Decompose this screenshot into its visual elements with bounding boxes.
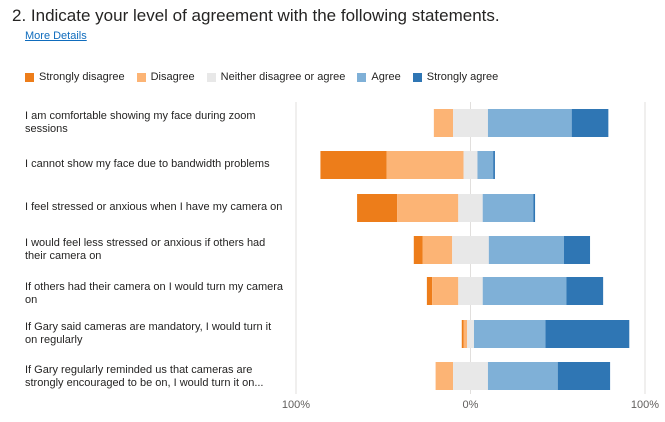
legend-label-agree: Agree: [371, 71, 401, 83]
bar-segment-neutral[interactable]: [458, 277, 483, 305]
chart-x-axis: 100% 0% 100%: [282, 399, 659, 411]
legend-swatch-neutral: [206, 72, 216, 82]
bar-segment-strongly-agree[interactable]: [571, 109, 609, 137]
legend-label-strongly-disagree: Strongly disagree: [39, 71, 125, 83]
bar-segment-agree[interactable]: [487, 362, 558, 390]
legend-swatch-strongly-agree: [412, 72, 422, 82]
bar-segment-neutral[interactable]: [458, 194, 483, 222]
bar-segment-neutral[interactable]: [463, 151, 478, 179]
bar-segment-strongly-disagree[interactable]: [426, 277, 433, 305]
bar-segment-strongly-agree[interactable]: [533, 194, 536, 222]
bar-segment-strongly-agree[interactable]: [557, 362, 611, 390]
chart-bars: [320, 109, 630, 390]
legend-item-strongly-agree[interactable]: Strongly agree: [412, 71, 499, 83]
bar-segment-agree[interactable]: [477, 151, 494, 179]
bar-segment-strongly-agree[interactable]: [563, 236, 591, 264]
bar-segment-disagree[interactable]: [463, 320, 468, 348]
bar-segment-strongly-disagree[interactable]: [320, 151, 387, 179]
bar-segment-agree[interactable]: [487, 109, 572, 137]
row-label-less-stressed: I would feel less stressed or anxious if…: [25, 237, 266, 262]
bar-segment-neutral[interactable]: [452, 236, 489, 264]
x-tick-label: 0%: [463, 399, 479, 411]
question-title: 2. Indicate your level of agreement with…: [12, 6, 500, 25]
bar-segment-strongly-agree[interactable]: [566, 277, 604, 305]
legend-item-neutral[interactable]: Neither disagree or agree: [206, 71, 346, 83]
bar-segment-disagree[interactable]: [422, 236, 453, 264]
legend-item-strongly-disagree[interactable]: Strongly disagree: [25, 71, 125, 83]
bar-segment-disagree[interactable]: [435, 362, 454, 390]
row-label-mandatory: If Gary said cameras are mandatory, I wo…: [25, 321, 272, 346]
row-label-bandwidth: I cannot show my face due to bandwidth p…: [25, 158, 270, 170]
legend-label-strongly-agree: Strongly agree: [426, 71, 499, 83]
legend-label-neutral: Neither disagree or agree: [220, 71, 346, 83]
bar-segment-disagree[interactable]: [386, 151, 464, 179]
row-label-turn-on-if-others: If others had their camera on I would tu…: [25, 281, 283, 306]
x-tick-label: 100%: [282, 399, 310, 411]
legend-swatch-strongly-disagree: [25, 72, 34, 82]
bar-segment-disagree[interactable]: [432, 277, 459, 305]
legend-item-disagree[interactable]: Disagree: [136, 71, 195, 83]
row-label-comfortable: I am comfortable showing my face during …: [25, 110, 256, 135]
bar-segment-neutral[interactable]: [453, 362, 488, 390]
bar-segment-strongly-agree[interactable]: [493, 151, 495, 179]
bar-segment-neutral[interactable]: [467, 320, 474, 348]
row-label-encouraged: If Gary regularly reminded us that camer…: [25, 364, 264, 389]
legend-item-agree[interactable]: Agree: [357, 71, 401, 83]
bar-segment-agree[interactable]: [482, 277, 567, 305]
bar-segment-agree[interactable]: [482, 194, 534, 222]
bar-segment-strongly-disagree[interactable]: [357, 194, 398, 222]
more-details-link[interactable]: More Details: [25, 30, 87, 42]
legend-swatch-disagree: [136, 72, 146, 82]
bar-segment-strongly-disagree[interactable]: [413, 236, 423, 264]
bar-segment-strongly-disagree[interactable]: [461, 320, 464, 348]
x-tick-label: 100%: [631, 399, 659, 411]
row-label-stressed: I feel stressed or anxious when I have m…: [25, 201, 283, 213]
bar-segment-disagree[interactable]: [433, 109, 454, 137]
bar-segment-agree[interactable]: [488, 236, 564, 264]
bar-segment-strongly-agree[interactable]: [545, 320, 630, 348]
legend-label-disagree: Disagree: [150, 71, 195, 83]
bar-segment-agree[interactable]: [473, 320, 546, 348]
legend-swatch-agree: [357, 72, 367, 82]
chart-legend: Strongly disagree Disagree Neither disag…: [25, 71, 510, 83]
bar-segment-disagree[interactable]: [397, 194, 459, 222]
bar-segment-neutral[interactable]: [453, 109, 488, 137]
